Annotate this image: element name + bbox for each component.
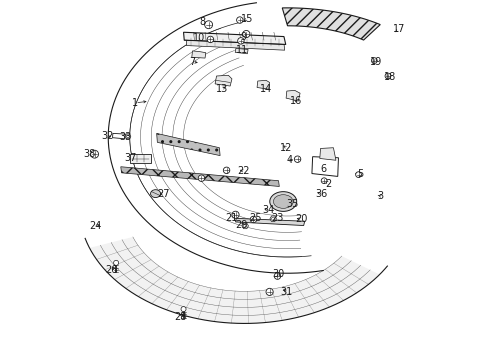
Text: 3: 3 — [377, 191, 383, 201]
Text: 4: 4 — [285, 155, 292, 165]
Text: 38: 38 — [83, 149, 96, 159]
Polygon shape — [319, 148, 335, 160]
Text: 28: 28 — [174, 312, 186, 322]
Text: 2: 2 — [325, 179, 331, 189]
Text: 37: 37 — [124, 153, 137, 163]
Text: 26: 26 — [105, 265, 118, 275]
Text: 17: 17 — [392, 24, 404, 35]
Text: 21: 21 — [224, 213, 237, 222]
Text: 5: 5 — [356, 169, 363, 179]
Circle shape — [274, 273, 280, 279]
Text: 35: 35 — [286, 199, 299, 210]
Text: 13: 13 — [216, 84, 228, 94]
Text: 36: 36 — [315, 189, 327, 199]
Text: 6: 6 — [320, 164, 326, 174]
Circle shape — [384, 73, 390, 79]
Circle shape — [231, 211, 239, 219]
Polygon shape — [269, 216, 276, 221]
Text: 20: 20 — [295, 215, 307, 224]
Polygon shape — [186, 39, 284, 50]
Text: 16: 16 — [290, 96, 302, 106]
Polygon shape — [311, 157, 338, 176]
Circle shape — [207, 36, 213, 42]
Text: 23: 23 — [271, 213, 283, 222]
Ellipse shape — [273, 195, 292, 208]
Polygon shape — [191, 51, 205, 58]
Polygon shape — [112, 134, 125, 139]
Circle shape — [236, 17, 243, 23]
Circle shape — [223, 167, 229, 174]
Circle shape — [90, 150, 99, 158]
Circle shape — [181, 307, 185, 312]
Polygon shape — [125, 134, 131, 139]
Circle shape — [113, 260, 119, 265]
Text: 15: 15 — [240, 14, 253, 24]
Text: 32: 32 — [101, 131, 114, 141]
Polygon shape — [89, 237, 379, 323]
Polygon shape — [242, 223, 248, 229]
Text: 9: 9 — [240, 32, 246, 42]
Circle shape — [250, 216, 256, 223]
Circle shape — [237, 38, 244, 44]
Text: 8: 8 — [199, 17, 205, 27]
Polygon shape — [282, 8, 380, 40]
Circle shape — [242, 31, 249, 38]
Polygon shape — [257, 80, 269, 89]
Text: 29: 29 — [235, 220, 247, 230]
Text: 11: 11 — [236, 45, 248, 55]
Text: 31: 31 — [280, 287, 292, 297]
Polygon shape — [183, 32, 285, 44]
Text: 14: 14 — [259, 84, 272, 94]
Text: 34: 34 — [262, 206, 274, 216]
Text: 19: 19 — [369, 57, 381, 67]
Polygon shape — [215, 75, 231, 86]
Text: 18: 18 — [383, 72, 395, 82]
Polygon shape — [121, 167, 279, 186]
Circle shape — [265, 288, 273, 296]
Circle shape — [243, 224, 246, 228]
Polygon shape — [156, 134, 220, 156]
Ellipse shape — [269, 192, 296, 211]
Text: 10: 10 — [192, 33, 204, 43]
Polygon shape — [129, 154, 151, 163]
Text: 30: 30 — [272, 269, 285, 279]
Circle shape — [204, 21, 212, 29]
Polygon shape — [235, 219, 304, 226]
Text: 25: 25 — [248, 213, 261, 222]
Circle shape — [321, 178, 326, 184]
Text: 33: 33 — [119, 132, 131, 142]
Text: 7: 7 — [189, 57, 195, 67]
Ellipse shape — [150, 190, 160, 198]
Text: 27: 27 — [157, 189, 169, 199]
Polygon shape — [235, 48, 247, 54]
Circle shape — [294, 156, 300, 162]
Text: 1: 1 — [132, 98, 138, 108]
Circle shape — [198, 175, 204, 181]
Text: 22: 22 — [237, 166, 249, 176]
Text: 12: 12 — [280, 143, 292, 153]
Text: 24: 24 — [89, 221, 101, 231]
Circle shape — [271, 217, 274, 220]
Circle shape — [371, 58, 376, 63]
Polygon shape — [285, 90, 300, 101]
Circle shape — [126, 135, 129, 138]
Circle shape — [355, 172, 361, 177]
